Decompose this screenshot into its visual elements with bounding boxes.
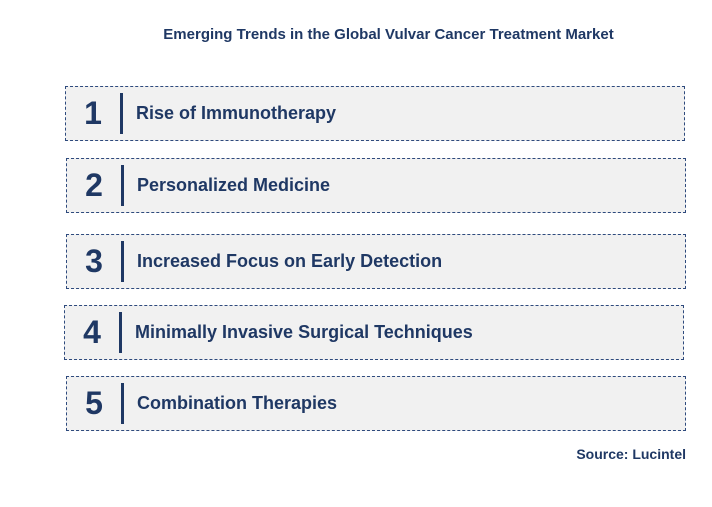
trend-label: Increased Focus on Early Detection xyxy=(137,251,443,271)
trend-number: 2 xyxy=(85,167,103,203)
trend-item-3: 3 Increased Focus on Early Detection xyxy=(66,234,686,289)
trend-number: 5 xyxy=(85,385,103,421)
trend-label: Rise of Immunotherapy xyxy=(136,103,337,123)
trend-divider xyxy=(121,165,124,206)
trend-label: Combination Therapies xyxy=(137,393,338,413)
trend-number: 1 xyxy=(84,95,102,131)
trend-divider xyxy=(121,383,124,424)
trend-divider xyxy=(120,93,123,134)
source-note: Source: Lucintel xyxy=(576,446,686,462)
trend-label: Personalized Medicine xyxy=(137,175,331,195)
diagram-title: Emerging Trends in the Global Vulvar Can… xyxy=(163,26,614,43)
trend-number: 3 xyxy=(85,243,103,279)
trend-item-4: 4 Minimally Invasive Surgical Techniques xyxy=(64,305,684,360)
trend-item-5: 5 Combination Therapies xyxy=(66,376,686,431)
trend-divider xyxy=(119,312,122,353)
trend-item-2: 2 Personalized Medicine xyxy=(66,158,686,213)
trend-divider xyxy=(121,241,124,282)
trend-item-1: 1 Rise of Immunotherapy xyxy=(65,86,685,141)
trend-number: 4 xyxy=(83,314,101,350)
trend-label: Minimally Invasive Surgical Techniques xyxy=(135,322,473,342)
